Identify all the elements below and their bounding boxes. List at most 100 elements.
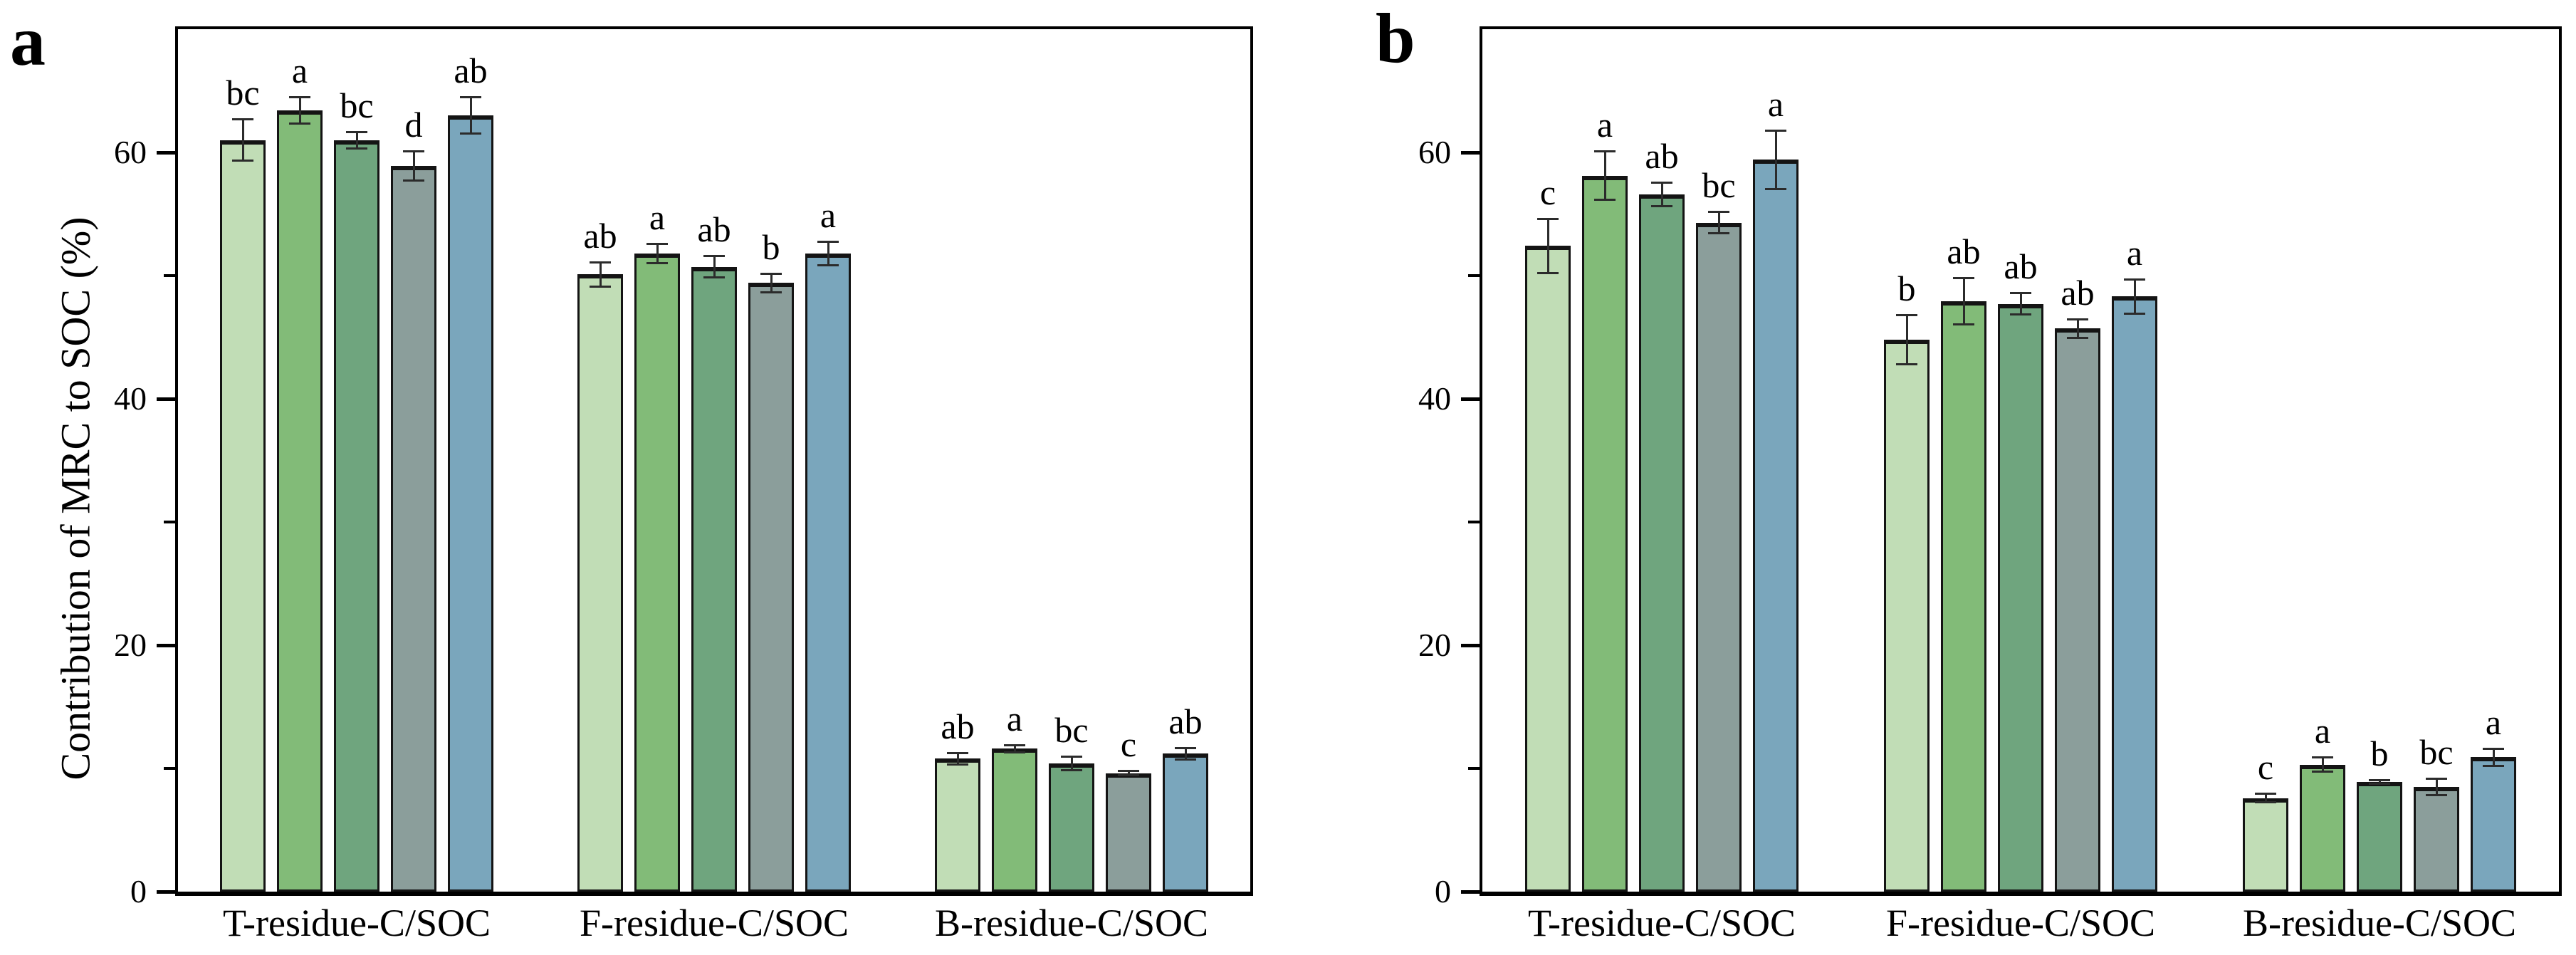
y-minor-tick	[1468, 274, 1480, 277]
error-bar-cap	[2426, 794, 2447, 796]
error-bar-cap	[2483, 765, 2504, 767]
panel-b-letter: b	[1376, 0, 1415, 78]
significance-letter: c	[2257, 747, 2274, 787]
error-bar-cap	[817, 264, 839, 266]
error-bar-cap	[1004, 751, 1025, 753]
bar	[2414, 787, 2459, 892]
error-bar-cap	[2124, 278, 2145, 281]
error-bar-cap	[289, 122, 310, 125]
bar	[2112, 296, 2157, 892]
error-bar-cap	[1953, 323, 1974, 325]
significance-letter: a	[2485, 702, 2502, 742]
error-bar-cap	[1708, 211, 1729, 213]
error-bar-cap	[2010, 292, 2031, 294]
significance-letter: ab	[583, 216, 617, 256]
error-bar-stem	[2493, 748, 2495, 766]
error-bar-cap	[703, 255, 725, 257]
error-bar-cap	[646, 243, 668, 245]
x-axis-line	[1480, 892, 2562, 896]
error-bar-cap	[1765, 188, 1786, 190]
error-bar-cap	[2067, 318, 2088, 320]
error-bar-cap	[760, 291, 782, 293]
significance-letter: a	[1767, 84, 1784, 124]
y-major-tick	[1461, 151, 1480, 155]
y-axis-title: Contribution of MRC to SOC (%)	[52, 216, 99, 781]
error-bar-stem	[1547, 219, 1549, 273]
significance-letter: ab	[1947, 231, 1981, 271]
error-bar-cap	[460, 96, 481, 98]
bar	[2243, 798, 2288, 892]
error-bar-stem	[2436, 778, 2438, 795]
y-minor-tick	[164, 521, 175, 523]
bar	[634, 254, 680, 892]
error-bar-stem	[1604, 151, 1606, 200]
x-axis-line	[175, 892, 1253, 896]
error-bar-cap	[1004, 744, 1025, 746]
error-bar-cap	[1061, 769, 1082, 771]
category-label: B-residue-C/SOC	[935, 902, 1208, 944]
error-bar-stem	[2020, 293, 2022, 315]
bar	[277, 110, 323, 892]
bar	[805, 254, 851, 892]
error-bar-cap	[1175, 747, 1196, 749]
bar	[935, 758, 980, 892]
significance-letter: c	[1120, 724, 1137, 764]
plot-frame-right	[2559, 26, 2562, 896]
error-bar-stem	[2077, 319, 2079, 339]
error-bar-stem	[2379, 780, 2381, 785]
bar	[1753, 160, 1799, 892]
bar	[1049, 763, 1094, 892]
error-bar-cap	[2255, 801, 2276, 803]
y-tick-label: 20	[1418, 627, 1451, 663]
significance-letter: ab	[454, 51, 488, 90]
error-bar-cap	[760, 273, 782, 275]
error-bar-cap	[346, 147, 367, 150]
error-bar-stem	[2322, 757, 2324, 772]
error-bar-stem	[2134, 279, 2136, 313]
bar	[1639, 194, 1685, 892]
error-bar-cap	[590, 286, 611, 288]
y-tick-label: 0	[1435, 873, 1451, 909]
bar	[1998, 304, 2043, 892]
bar	[2357, 782, 2402, 892]
error-bar-cap	[2312, 771, 2333, 773]
error-bar-stem	[713, 256, 716, 278]
y-tick-label: 40	[1418, 380, 1451, 417]
significance-letter: ab	[2004, 246, 2038, 286]
error-bar-cap	[703, 276, 725, 278]
error-bar-cap	[1953, 277, 1974, 279]
bar	[391, 166, 436, 892]
bar	[448, 115, 493, 892]
bar	[992, 748, 1037, 892]
significance-letter: b	[1897, 268, 1916, 308]
significance-letter: bc	[340, 85, 374, 125]
error-bar-stem	[1963, 278, 1965, 325]
category-label: B-residue-C/SOC	[2243, 902, 2516, 944]
y-major-tick	[1461, 890, 1480, 894]
significance-letter: d	[404, 105, 423, 145]
error-bar-stem	[242, 119, 244, 161]
error-bar-stem	[656, 244, 659, 263]
panel-a-letter: a	[10, 1, 46, 80]
error-bar-cap	[1061, 756, 1082, 758]
bar	[220, 140, 266, 892]
category-label: F-residue-C/SOC	[580, 902, 849, 944]
significance-letter: a	[2314, 711, 2331, 751]
significance-letter: a	[291, 51, 308, 90]
error-bar-stem	[299, 97, 301, 124]
y-major-tick	[157, 890, 175, 894]
error-bar-cap	[2483, 748, 2504, 750]
y-tick-label: 20	[114, 627, 147, 663]
error-bar-stem	[957, 753, 959, 765]
error-bar-cap	[1594, 199, 1616, 201]
bar	[691, 267, 737, 892]
error-bar-stem	[2265, 793, 2267, 803]
error-bar-cap	[1651, 205, 1672, 207]
bar	[1696, 223, 1742, 892]
significance-letter: bc	[2419, 732, 2454, 772]
error-bar-cap	[1708, 232, 1729, 234]
bar	[577, 274, 623, 892]
error-bar-cap	[1537, 218, 1559, 220]
bar	[1106, 773, 1151, 892]
error-bar-stem	[1718, 212, 1720, 234]
